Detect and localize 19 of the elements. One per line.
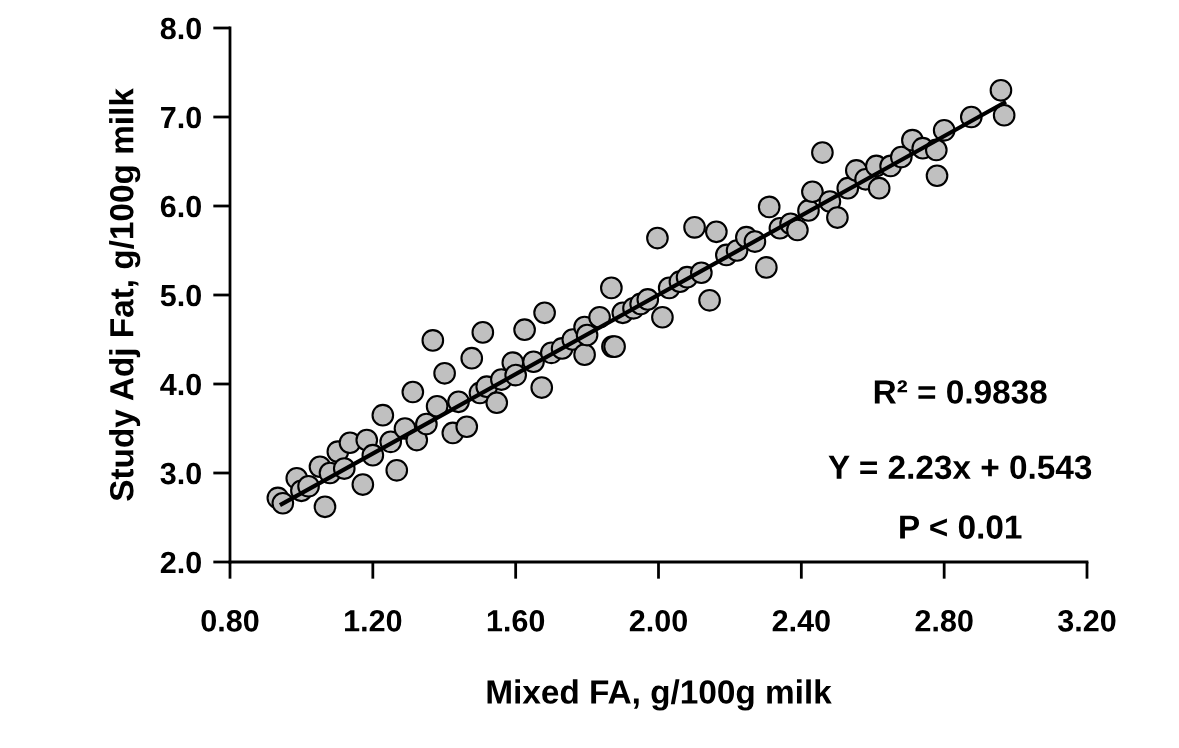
x-tick-label: 2.80 [915,610,973,632]
x-tick-label: 0.80 [201,610,259,632]
y-tick-label: 7.0 [161,106,201,129]
y-axis-title: Study Adj Fat, g/100g milk [109,88,141,501]
x-tick-label: 2.40 [772,610,830,632]
annotation: P < 0.01 [900,515,1022,539]
y-tick-label: 4.0 [160,373,201,396]
annotation: Y = 2.23x + 0.543 [828,455,1092,480]
y-tick-label: 3.0 [160,462,201,485]
y-tick-label: 5.0 [160,284,201,307]
x-tick-label: 2.00 [629,610,687,632]
x-tick-label: 1.60 [487,610,545,632]
annotation: R² = 0.9838 [874,380,1047,404]
y-tick-label: 6.0 [160,195,201,218]
x-axis-title: Mixed FA, g/100g milk [487,679,832,711]
x-tick-label: 3.20 [1057,610,1116,632]
x-tick-label: 1.20 [345,610,402,632]
y-tick-label: 8.0 [160,17,201,40]
y-tick-label: 2.0 [160,551,201,574]
